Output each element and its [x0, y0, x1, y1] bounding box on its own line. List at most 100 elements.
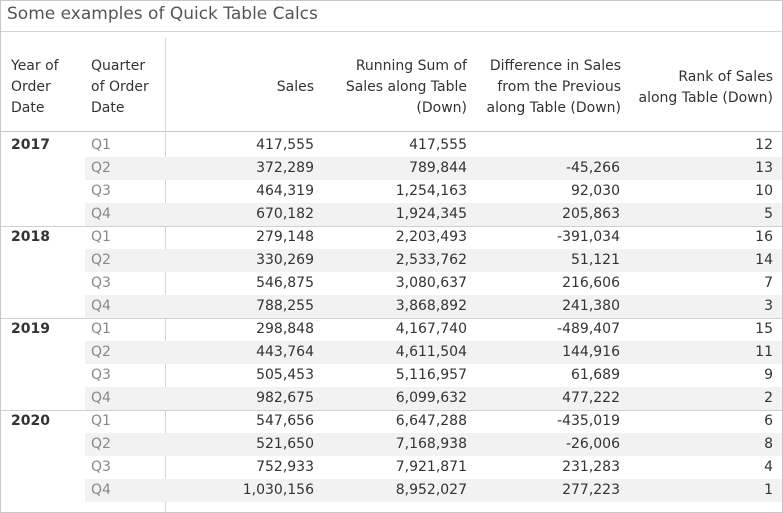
table-row[interactable]: 2018 Q1 279,148 2,203,493 -391,034 16 — [1, 226, 782, 249]
quarter-label[interactable]: Q3 — [91, 459, 111, 475]
rank-cell[interactable]: 10 — [755, 183, 773, 199]
quarter-label[interactable]: Q1 — [91, 229, 111, 245]
difference-cell[interactable]: 144,916 — [562, 344, 620, 360]
sales-cell[interactable]: 298,848 — [256, 321, 314, 337]
sales-cell[interactable]: 982,675 — [256, 390, 314, 406]
difference-cell[interactable]: -435,019 — [557, 413, 620, 429]
difference-cell[interactable]: -391,034 — [557, 229, 620, 245]
quarter-label[interactable]: Q4 — [91, 390, 111, 406]
running-sum-cell[interactable]: 7,921,871 — [395, 459, 467, 475]
difference-cell[interactable]: 241,380 — [562, 298, 620, 314]
rank-cell[interactable]: 4 — [764, 459, 773, 475]
quarter-label[interactable]: Q2 — [91, 252, 111, 268]
sales-cell[interactable]: 788,255 — [256, 298, 314, 314]
sales-cell[interactable]: 546,875 — [256, 275, 314, 291]
quarter-label[interactable]: Q1 — [91, 413, 111, 429]
rank-cell[interactable]: 3 — [764, 298, 773, 314]
rank-cell[interactable]: 5 — [764, 206, 773, 222]
running-sum-cell[interactable]: 6,647,288 — [395, 413, 467, 429]
sales-cell[interactable]: 521,650 — [256, 436, 314, 452]
table-row[interactable]: Q2 443,764 4,611,504 144,916 11 — [1, 341, 782, 364]
rank-cell[interactable]: 15 — [755, 321, 773, 337]
difference-cell[interactable]: 205,863 — [562, 206, 620, 222]
table-row[interactable]: Q2 521,650 7,168,938 -26,006 8 — [1, 433, 782, 456]
sales-cell[interactable]: 372,289 — [256, 160, 314, 176]
running-sum-cell[interactable]: 1,924,345 — [395, 206, 467, 222]
running-sum-cell[interactable]: 3,080,637 — [395, 275, 467, 291]
quarter-label[interactable]: Q3 — [91, 275, 111, 291]
quarter-label[interactable]: Q1 — [91, 137, 111, 153]
table-row[interactable]: Q4 788,255 3,868,892 241,380 3 — [1, 295, 782, 318]
sales-cell[interactable]: 505,453 — [256, 367, 314, 383]
running-sum-cell[interactable]: 4,611,504 — [395, 344, 467, 360]
table-row[interactable]: Q2 372,289 789,844 -45,266 13 — [1, 157, 782, 180]
year-label[interactable]: 2019 — [11, 321, 50, 337]
running-sum-cell[interactable]: 2,203,493 — [395, 229, 467, 245]
table-row[interactable]: Q3 505,453 5,116,957 61,689 9 — [1, 364, 782, 387]
sales-cell[interactable]: 547,656 — [256, 413, 314, 429]
quarter-label[interactable]: Q2 — [91, 160, 111, 176]
sales-cell[interactable]: 464,319 — [256, 183, 314, 199]
header-rank[interactable]: Rank of Sales along Table (Down) — [623, 53, 774, 109]
quarter-label[interactable]: Q4 — [91, 482, 111, 498]
rank-cell[interactable]: 11 — [755, 344, 773, 360]
rank-cell[interactable]: 8 — [764, 436, 773, 452]
sales-cell[interactable]: 443,764 — [256, 344, 314, 360]
header-year[interactable]: Year of Order Date — [11, 53, 81, 119]
rank-cell[interactable]: 7 — [764, 275, 773, 291]
running-sum-cell[interactable]: 8,952,027 — [395, 482, 467, 498]
running-sum-cell[interactable]: 6,099,632 — [395, 390, 467, 406]
sales-cell[interactable]: 330,269 — [256, 252, 314, 268]
difference-cell[interactable]: -26,006 — [565, 436, 620, 452]
sales-cell[interactable]: 279,148 — [256, 229, 314, 245]
rank-cell[interactable]: 14 — [755, 252, 773, 268]
table-row[interactable]: Q3 464,319 1,254,163 92,030 10 — [1, 180, 782, 203]
difference-cell[interactable]: 92,030 — [571, 183, 620, 199]
table-row[interactable]: 2019 Q1 298,848 4,167,740 -489,407 15 — [1, 318, 782, 341]
running-sum-cell[interactable]: 417,555 — [409, 137, 467, 153]
rank-cell[interactable]: 13 — [755, 160, 773, 176]
difference-cell[interactable]: 51,121 — [571, 252, 620, 268]
difference-cell[interactable]: 477,222 — [562, 390, 620, 406]
quarter-label[interactable]: Q2 — [91, 344, 111, 360]
running-sum-cell[interactable]: 1,254,163 — [395, 183, 467, 199]
quarter-label[interactable]: Q4 — [91, 298, 111, 314]
rank-cell[interactable]: 12 — [755, 137, 773, 153]
header-difference[interactable]: Difference in Sales from the Previous al… — [471, 53, 622, 119]
table-row[interactable]: Q3 752,933 7,921,871 231,283 4 — [1, 456, 782, 479]
header-sales[interactable]: Sales — [201, 53, 314, 98]
running-sum-cell[interactable]: 5,116,957 — [395, 367, 467, 383]
rank-cell[interactable]: 2 — [764, 390, 773, 406]
table-row[interactable]: Q2 330,269 2,533,762 51,121 14 — [1, 249, 782, 272]
table-row[interactable]: Q3 546,875 3,080,637 216,606 7 — [1, 272, 782, 295]
difference-cell[interactable]: -45,266 — [565, 160, 620, 176]
running-sum-cell[interactable]: 7,168,938 — [395, 436, 467, 452]
year-label[interactable]: 2018 — [11, 229, 50, 245]
header-quarter[interactable]: Quarter of Order Date — [91, 53, 163, 119]
table-row[interactable]: Q4 1,030,156 8,952,027 277,223 1 — [1, 479, 782, 502]
quarter-label[interactable]: Q2 — [91, 436, 111, 452]
difference-cell[interactable]: 61,689 — [571, 367, 620, 383]
difference-cell[interactable]: 277,223 — [562, 482, 620, 498]
quarter-label[interactable]: Q4 — [91, 206, 111, 222]
sales-cell[interactable]: 1,030,156 — [242, 482, 314, 498]
sales-cell[interactable]: 752,933 — [256, 459, 314, 475]
difference-cell[interactable]: -489,407 — [557, 321, 620, 337]
rank-cell[interactable]: 1 — [764, 482, 773, 498]
table-row[interactable]: 2020 Q1 547,656 6,647,288 -435,019 6 — [1, 410, 782, 433]
year-label[interactable]: 2020 — [11, 413, 50, 429]
rank-cell[interactable]: 6 — [764, 413, 773, 429]
running-sum-cell[interactable]: 2,533,762 — [395, 252, 467, 268]
running-sum-cell[interactable]: 4,167,740 — [395, 321, 467, 337]
running-sum-cell[interactable]: 789,844 — [409, 160, 467, 176]
rank-cell[interactable]: 16 — [755, 229, 773, 245]
header-running-sum[interactable]: Running Sum of Sales along Table (Down) — [321, 53, 467, 119]
year-label[interactable]: 2017 — [11, 137, 50, 153]
table-row[interactable]: Q4 670,182 1,924,345 205,863 5 — [1, 203, 782, 226]
difference-cell[interactable]: 216,606 — [562, 275, 620, 291]
difference-cell[interactable]: 231,283 — [562, 459, 620, 475]
running-sum-cell[interactable]: 3,868,892 — [395, 298, 467, 314]
quarter-label[interactable]: Q3 — [91, 367, 111, 383]
table-row[interactable]: Q4 982,675 6,099,632 477,222 2 — [1, 387, 782, 410]
quarter-label[interactable]: Q3 — [91, 183, 111, 199]
